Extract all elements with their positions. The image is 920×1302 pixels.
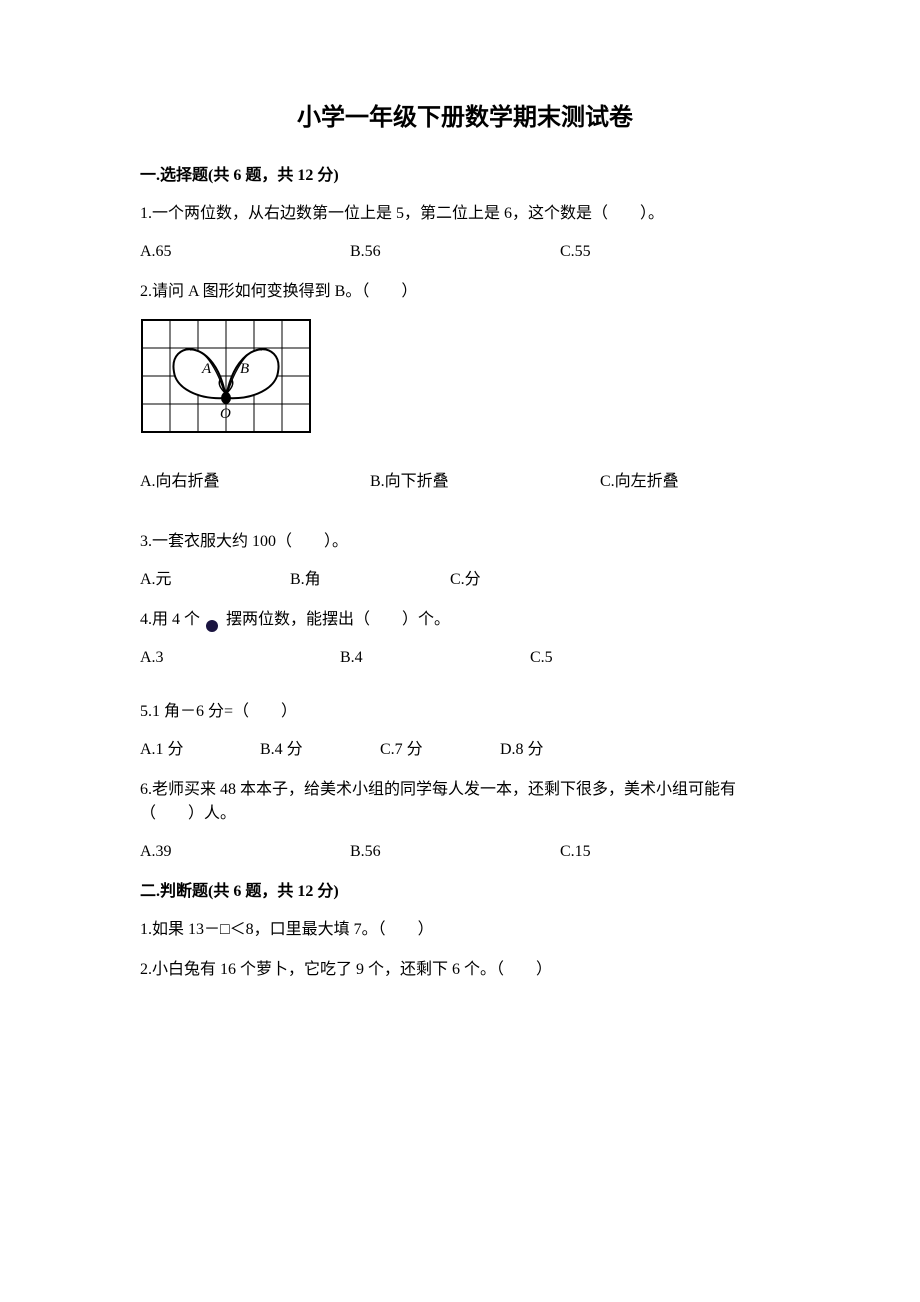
- figure-label-a: A: [201, 361, 212, 377]
- q6-opt-c: C.15: [560, 840, 591, 864]
- section2-header: 二.判断题(共 6 题，共 12 分): [140, 880, 790, 904]
- q5-text: 5.1 角－6 分=（ ）: [140, 700, 790, 724]
- q4-opt-b: B.4: [340, 646, 530, 670]
- q3-text: 3.一套衣服大约 100（ ）。: [140, 530, 790, 554]
- q5-opt-b: B.4 分: [260, 738, 380, 762]
- q4-text-after: 摆两位数，能摆出（ ）个。: [226, 611, 450, 628]
- q1-options: A.65 B.56 C.55: [140, 240, 790, 264]
- q5-opt-d: D.8 分: [500, 738, 620, 762]
- q4-opt-c: C.5: [530, 646, 553, 670]
- q3-opt-b: B.角: [290, 568, 450, 592]
- q1: 1.一个两位数，从右边数第一位上是 5，第二位上是 6，这个数是（ ）。 A.6…: [140, 202, 790, 264]
- figure-label-b: B: [240, 361, 249, 377]
- counter-dot-icon: [206, 620, 218, 632]
- q6-text: 6.老师买来 48 本本子，给美术小组的同学每人发一本，还剩下很多，美术小组可能…: [140, 778, 790, 826]
- s2-q1: 1.如果 13－□＜8，口里最大填 7。（ ）: [140, 918, 790, 942]
- q3: 3.一套衣服大约 100（ ）。 A.元 B.角 C.分: [140, 530, 790, 592]
- q2-opt-a: A.向右折叠: [140, 470, 370, 494]
- q1-text: 1.一个两位数，从右边数第一位上是 5，第二位上是 6，这个数是（ ）。: [140, 202, 790, 226]
- q2-opt-b: B.向下折叠: [370, 470, 600, 494]
- q4-text-before: 4.用 4 个: [140, 611, 200, 628]
- q4-text: 4.用 4 个 摆两位数，能摆出（ ）个。: [140, 608, 790, 632]
- s2-q2-text: 2.小白兔有 16 个萝卜，它吃了 9 个，还剩下 6 个。（ ）: [140, 958, 790, 982]
- q5-opt-c: C.7 分: [380, 738, 500, 762]
- q1-opt-a: A.65: [140, 240, 350, 264]
- q6-options: A.39 B.56 C.15: [140, 840, 790, 864]
- q4-opt-a: A.3: [140, 646, 340, 670]
- q1-opt-b: B.56: [350, 240, 560, 264]
- q5: 5.1 角－6 分=（ ） A.1 分 B.4 分 C.7 分 D.8 分: [140, 700, 790, 762]
- q3-opt-c: C.分: [450, 568, 481, 592]
- q2-opt-c: C.向左折叠: [600, 470, 679, 494]
- q2: 2.请问 A 图形如何变换得到 B。（ ） A B O: [140, 280, 790, 494]
- q4: 4.用 4 个 摆两位数，能摆出（ ）个。 A.3 B.4 C.5: [140, 608, 790, 670]
- page-title: 小学一年级下册数学期末测试卷: [140, 100, 790, 136]
- q6: 6.老师买来 48 本本子，给美术小组的同学每人发一本，还剩下很多，美术小组可能…: [140, 778, 790, 864]
- q4-options: A.3 B.4 C.5: [140, 646, 790, 670]
- s2-q1-text: 1.如果 13－□＜8，口里最大填 7。（ ）: [140, 918, 790, 942]
- q2-options: A.向右折叠 B.向下折叠 C.向左折叠: [140, 470, 790, 494]
- q1-opt-c: C.55: [560, 240, 591, 264]
- q3-opt-a: A.元: [140, 568, 290, 592]
- s2-q2: 2.小白兔有 16 个萝卜，它吃了 9 个，还剩下 6 个。（ ）: [140, 958, 790, 982]
- q5-options: A.1 分 B.4 分 C.7 分 D.8 分: [140, 738, 790, 762]
- q6-opt-a: A.39: [140, 840, 350, 864]
- q2-figure: A B O: [140, 318, 790, 448]
- figure-label-o: O: [220, 406, 231, 422]
- q6-opt-b: B.56: [350, 840, 560, 864]
- q3-options: A.元 B.角 C.分: [140, 568, 790, 592]
- butterfly-grid-icon: A B O: [140, 318, 316, 440]
- q2-text: 2.请问 A 图形如何变换得到 B。（ ）: [140, 280, 790, 304]
- section1-header: 一.选择题(共 6 题，共 12 分): [140, 164, 790, 188]
- q5-opt-a: A.1 分: [140, 738, 260, 762]
